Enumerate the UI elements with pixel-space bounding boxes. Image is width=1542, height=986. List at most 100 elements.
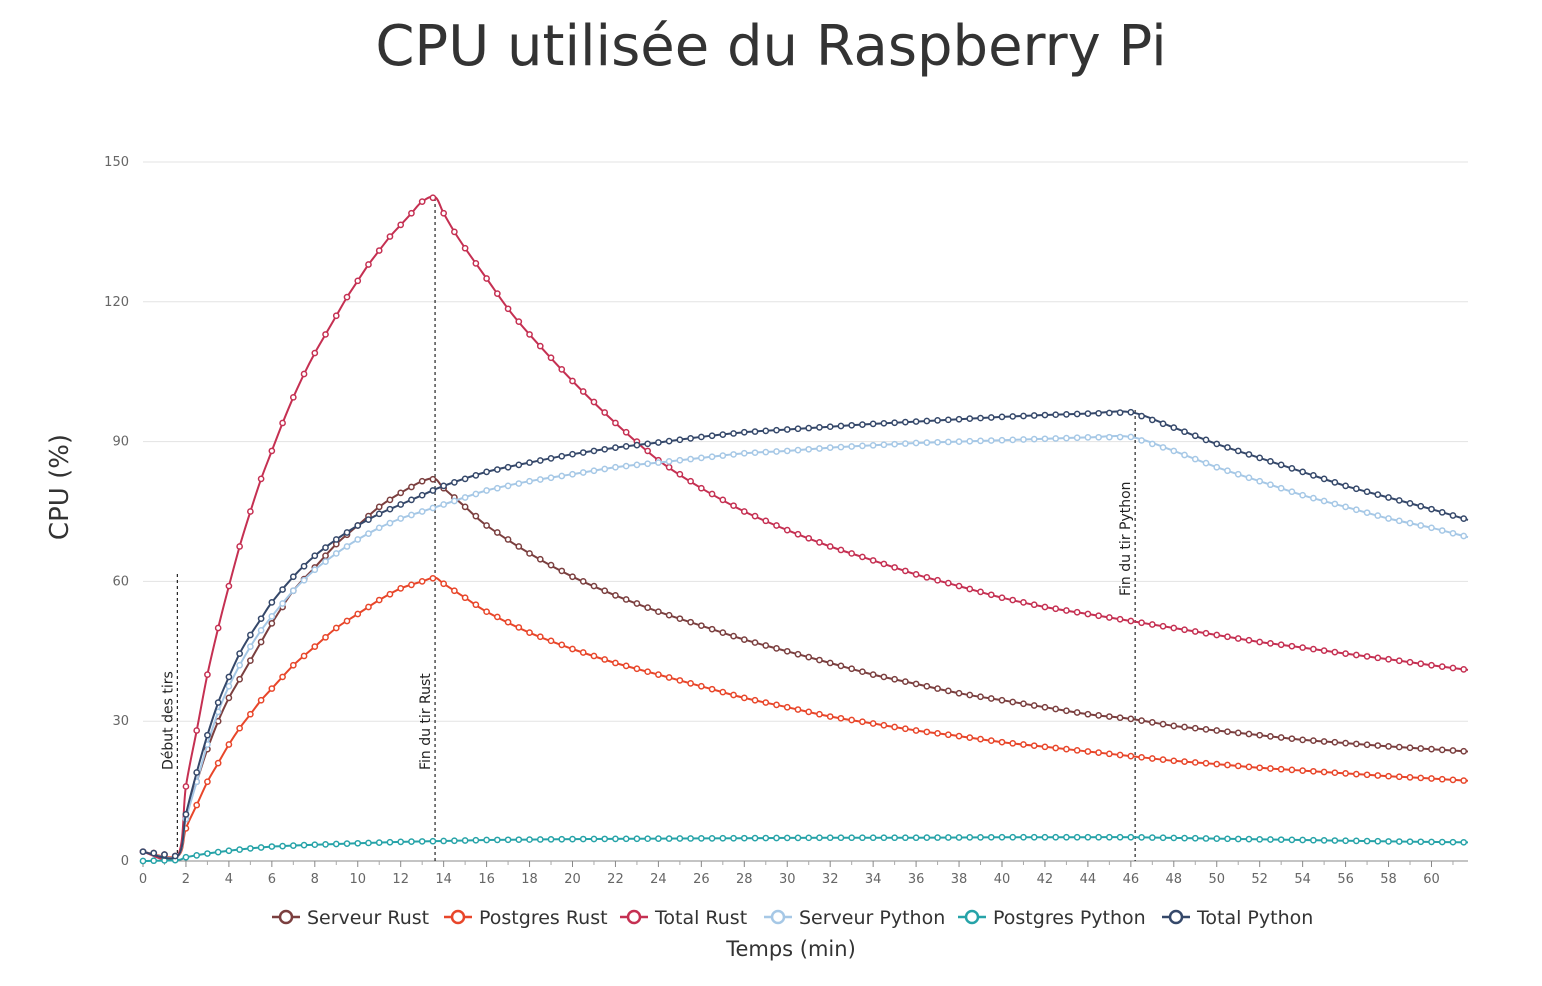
data-point: [504, 618, 512, 626]
data-point: [622, 428, 630, 436]
data-point: [719, 452, 727, 459]
data-point: [569, 450, 576, 458]
data-point: [783, 526, 791, 534]
data-point: [1342, 837, 1349, 845]
data-point: [483, 522, 490, 529]
data-point: [1256, 454, 1264, 462]
data-point: [869, 834, 877, 842]
data-point: [687, 455, 694, 463]
data-point: [1460, 515, 1468, 522]
data-point: [730, 834, 737, 842]
data-point: [966, 415, 974, 422]
data-point: [762, 834, 770, 842]
legend-item-serveur-python: Serveur Python: [764, 907, 945, 929]
legend-label: Serveur Python: [799, 907, 945, 929]
data-point: [1202, 759, 1210, 767]
data-point: [590, 582, 598, 590]
data-point: [998, 696, 1006, 704]
data-point: [1224, 761, 1231, 769]
data-point: [751, 512, 759, 520]
data-point: [257, 475, 265, 483]
data-point: [665, 674, 673, 681]
data-point: [332, 624, 340, 632]
series-markers-postgres-python: [139, 833, 1468, 865]
x-axis-title: Temps (min): [725, 937, 856, 961]
data-point: [1374, 654, 1382, 662]
data-point: [1159, 756, 1167, 763]
data-point: [1234, 729, 1242, 737]
data-point: [1127, 833, 1135, 841]
data-point: [1342, 503, 1349, 511]
data-point: [1288, 735, 1296, 743]
data-point: [247, 508, 254, 515]
data-point: [1385, 494, 1392, 501]
data-point: [1095, 833, 1102, 841]
data-point: [451, 479, 458, 486]
data-point: [708, 432, 716, 440]
data-point: [966, 734, 974, 741]
data-point: [1084, 610, 1092, 618]
data-point: [526, 331, 533, 338]
annotation-label: Début des tirs: [160, 671, 176, 770]
data-point: [515, 543, 523, 550]
data-point: [1234, 762, 1242, 770]
data-point: [912, 418, 920, 425]
data-point: [665, 437, 673, 445]
data-point: [365, 603, 372, 611]
data-point: [1073, 434, 1081, 442]
data-point: [1438, 508, 1446, 516]
data-point: [1352, 837, 1360, 845]
data-point: [966, 585, 974, 593]
data-point: [354, 839, 362, 847]
data-point: [1288, 488, 1296, 496]
data-point: [225, 847, 233, 855]
data-point: [1363, 488, 1371, 496]
data-point: [751, 428, 759, 435]
data-point: [1148, 834, 1156, 841]
data-point: [816, 445, 823, 452]
data-point: [536, 457, 544, 464]
data-point: [633, 600, 641, 607]
data-point: [322, 544, 329, 551]
data-point: [1374, 742, 1382, 749]
data-point: [1084, 748, 1092, 755]
data-point: [902, 567, 909, 575]
data-point: [375, 839, 383, 846]
data-point: [204, 671, 211, 678]
data-point: [247, 710, 254, 718]
data-point: [1310, 494, 1317, 502]
data-point: [504, 305, 512, 313]
x-tick-label: 12: [392, 872, 409, 887]
data-point: [762, 448, 770, 456]
series-markers-postgres-rust: [139, 574, 1468, 860]
data-point: [182, 811, 190, 818]
data-point: [1041, 703, 1049, 711]
data-point: [1116, 433, 1124, 441]
data-point: [880, 834, 888, 842]
data-point: [1084, 434, 1092, 441]
data-point: [1428, 775, 1435, 782]
data-point: [311, 643, 319, 650]
data-point: [247, 657, 254, 664]
data-point: [1320, 768, 1328, 776]
data-point: [1277, 484, 1285, 492]
data-point: [1020, 436, 1027, 443]
data-point: [1299, 491, 1306, 499]
data-point: [902, 725, 909, 733]
data-point: [869, 420, 877, 428]
x-tick-label: 24: [650, 872, 667, 887]
data-point: [225, 582, 233, 590]
data-point: [1320, 497, 1328, 505]
data-point: [1245, 763, 1253, 771]
data-point: [708, 625, 716, 633]
data-point: [987, 695, 995, 702]
data-point: [1191, 455, 1199, 463]
data-point: [536, 633, 544, 641]
data-point: [1191, 628, 1199, 635]
data-point: [408, 496, 415, 504]
data-point: [891, 440, 898, 448]
series-markers-total-python: [139, 408, 1468, 860]
data-point: [934, 576, 941, 584]
data-point: [182, 853, 190, 861]
data-point: [1310, 645, 1317, 653]
